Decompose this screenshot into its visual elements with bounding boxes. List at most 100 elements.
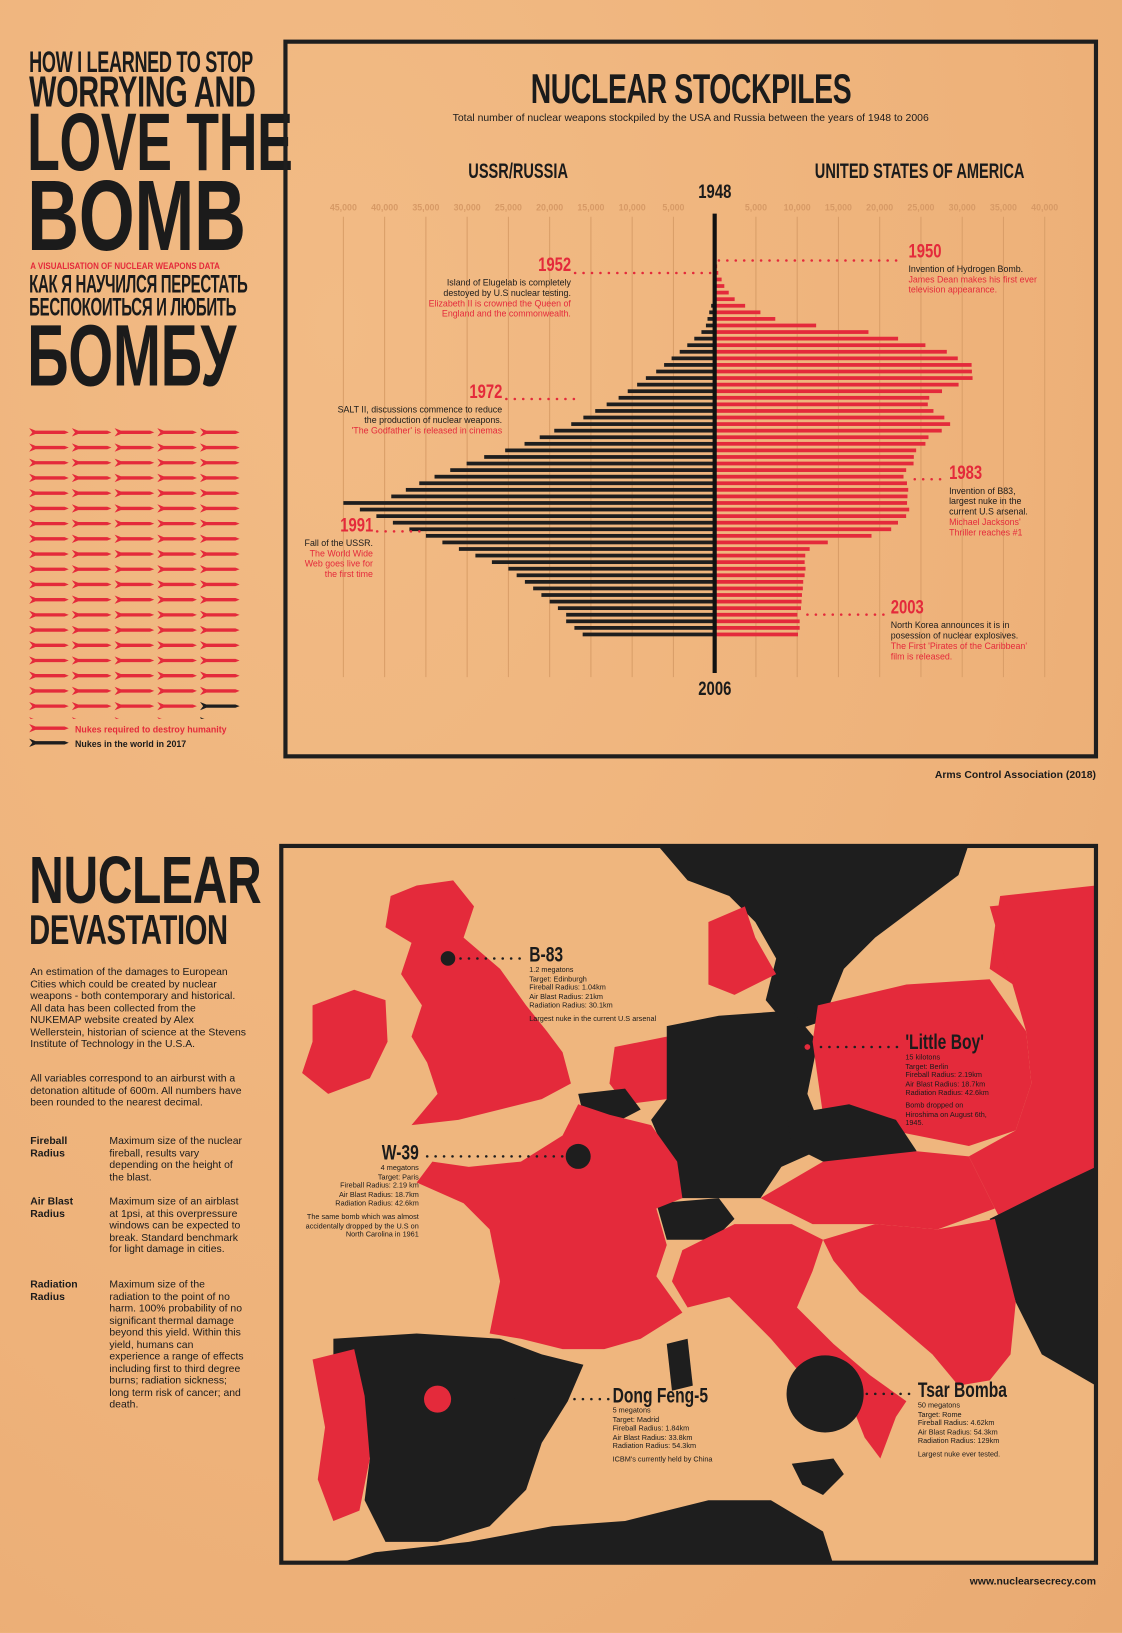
bar-usa-1999 bbox=[714, 586, 803, 591]
missile-icon-red bbox=[29, 641, 69, 650]
missile-shape bbox=[114, 671, 155, 680]
missile-shape bbox=[29, 534, 69, 543]
bar-usa-1982 bbox=[714, 474, 904, 479]
missile-shape bbox=[29, 610, 69, 620]
bomb-dong-feng-note: ICBM's currently held by China bbox=[612, 1456, 713, 1464]
bomb-little-boy-target: Target: Berlin bbox=[905, 1063, 949, 1071]
missile-icon-red bbox=[29, 519, 69, 528]
missile-icon-red bbox=[114, 610, 155, 620]
bar-ussr-1998 bbox=[524, 579, 715, 584]
annotation-1991-red-text: The World Wide Web goes live for the fir… bbox=[304, 547, 373, 580]
bomb-tsar-bomba-airblast: Air Blast Radius: 54.3km bbox=[917, 1429, 998, 1437]
missile-shape bbox=[71, 625, 112, 635]
tick-label-left: 30,000 bbox=[454, 202, 481, 212]
blast-w39 bbox=[565, 1143, 591, 1169]
tick-label-left: 5,000 bbox=[662, 202, 684, 212]
annotation-1991-year: 1991 bbox=[339, 514, 373, 537]
missile-icon-red bbox=[29, 443, 69, 452]
bomb-w39-airblast: Air Blast Radius: 18.7km bbox=[338, 1191, 419, 1199]
title-line-4: BOMB bbox=[27, 160, 246, 272]
missile-icon-red bbox=[157, 549, 197, 559]
missile-shape bbox=[200, 610, 240, 620]
bar-usa-1996 bbox=[714, 566, 806, 571]
bar-usa-1978 bbox=[714, 448, 917, 453]
intro-subtitle: A VISUALISATION OF NUCLEAR WEAPONS DATA bbox=[30, 260, 220, 271]
missile-icon-red bbox=[114, 489, 155, 498]
annotation-1972-text: SALT II, discussions commence to reduce … bbox=[337, 404, 503, 426]
missile-shape bbox=[71, 656, 112, 665]
missile-icon-red bbox=[157, 534, 197, 543]
missile-icon-red bbox=[71, 580, 112, 589]
missile-icon-red bbox=[157, 443, 197, 452]
bar-usa-1956 bbox=[714, 303, 746, 308]
island-sicily bbox=[791, 1458, 844, 1495]
missile-icon-red bbox=[71, 428, 112, 437]
bar-usa-1973 bbox=[714, 415, 945, 420]
missile-shape bbox=[114, 473, 155, 483]
bomb-little-boy-note: Bomb dropped on Hiroshima on August 6th,… bbox=[905, 1102, 987, 1128]
missile-shape bbox=[29, 656, 69, 665]
missile-shape bbox=[114, 686, 155, 696]
missile-shape bbox=[114, 534, 155, 543]
annotation-1952-text: Island of Elugelab is completely destoye… bbox=[443, 277, 571, 298]
missile-shape bbox=[200, 686, 240, 696]
bar-ussr-1980 bbox=[466, 461, 715, 466]
map-frame bbox=[279, 843, 1099, 1565]
bar-usa-1986 bbox=[714, 501, 908, 505]
missile-icon-red bbox=[114, 641, 155, 650]
chart-subtitle: Total number of nuclear weapons stockpil… bbox=[452, 112, 929, 124]
bomb-b83-yield: 1.2 megatons bbox=[529, 966, 574, 975]
bar-ussr-1978 bbox=[505, 448, 715, 453]
missile-icon-red bbox=[114, 519, 155, 528]
missile-shape bbox=[114, 641, 155, 650]
bar-usa-1972 bbox=[714, 409, 934, 413]
missile-shape bbox=[157, 641, 197, 650]
country-uk bbox=[385, 880, 571, 1126]
missile-icon-red bbox=[71, 458, 112, 467]
missile-shape bbox=[114, 549, 155, 559]
year-end-wrap: 2006 bbox=[692, 679, 738, 700]
missile-icon-red bbox=[114, 504, 155, 513]
missile-icon-red bbox=[71, 504, 112, 513]
country-eastern-europe bbox=[968, 895, 1096, 1219]
tick-label-right: 25,000 bbox=[907, 202, 934, 212]
bar-ussr-2001 bbox=[549, 599, 715, 604]
missile-shape bbox=[200, 458, 240, 467]
bar-usa-2000 bbox=[714, 593, 802, 597]
annotation-1991-text: Fall of the USSR. bbox=[304, 537, 373, 548]
bar-usa-1997 bbox=[714, 573, 805, 578]
bomb-w39: W-39 4 megatons Target: Paris Fireball R… bbox=[299, 1142, 419, 1241]
tick-label-left: 10,000 bbox=[619, 202, 646, 212]
missile-shape bbox=[200, 428, 240, 437]
bar-ussr-1968 bbox=[637, 382, 715, 387]
missile-shape bbox=[71, 549, 112, 559]
missile-shape bbox=[157, 504, 197, 513]
tick-label-left: 45,000 bbox=[330, 202, 357, 212]
bar-usa-1969 bbox=[714, 389, 943, 394]
blast-dong-feng bbox=[424, 1385, 452, 1413]
bomb-little-boy-radiation: Radiation Radius: 42.6km bbox=[905, 1090, 989, 1098]
bar-usa-1974 bbox=[714, 422, 951, 426]
missile-shape bbox=[157, 443, 197, 452]
tick-label-right: 20,000 bbox=[866, 202, 893, 212]
title-line-2: WORRYING AND bbox=[29, 66, 256, 116]
missile-shape bbox=[71, 519, 112, 528]
bar-ussr-1971 bbox=[606, 402, 715, 407]
bar-usa-1960 bbox=[714, 330, 869, 334]
annotation-2003: North Korea announces it is in posession… bbox=[891, 620, 1029, 662]
bar-usa-1980 bbox=[714, 461, 914, 466]
missile-shape bbox=[157, 656, 197, 665]
bomb-tsar-bomba-radiation: Radiation Radius: 129km bbox=[917, 1438, 1000, 1446]
bomb-little-boy-fireball: Fireball Radius: 2.19km bbox=[905, 1072, 982, 1080]
bar-usa-2006 bbox=[714, 632, 799, 637]
bar-usa-1961 bbox=[714, 336, 899, 341]
missile-icon-red bbox=[157, 610, 197, 620]
annotation-1950-red-text: James Dean makes his first ever televisi… bbox=[908, 273, 1037, 295]
bomb-dong-feng-target: Target: Madrid bbox=[612, 1416, 660, 1424]
bar-ussr-2005 bbox=[574, 626, 715, 630]
devastation-intro: An estimation of the damages to European… bbox=[30, 966, 247, 1051]
missile-shape bbox=[29, 724, 69, 733]
title-line-3: LOVE THE bbox=[27, 95, 293, 188]
annotation-1952-year: 1952 bbox=[537, 254, 571, 277]
